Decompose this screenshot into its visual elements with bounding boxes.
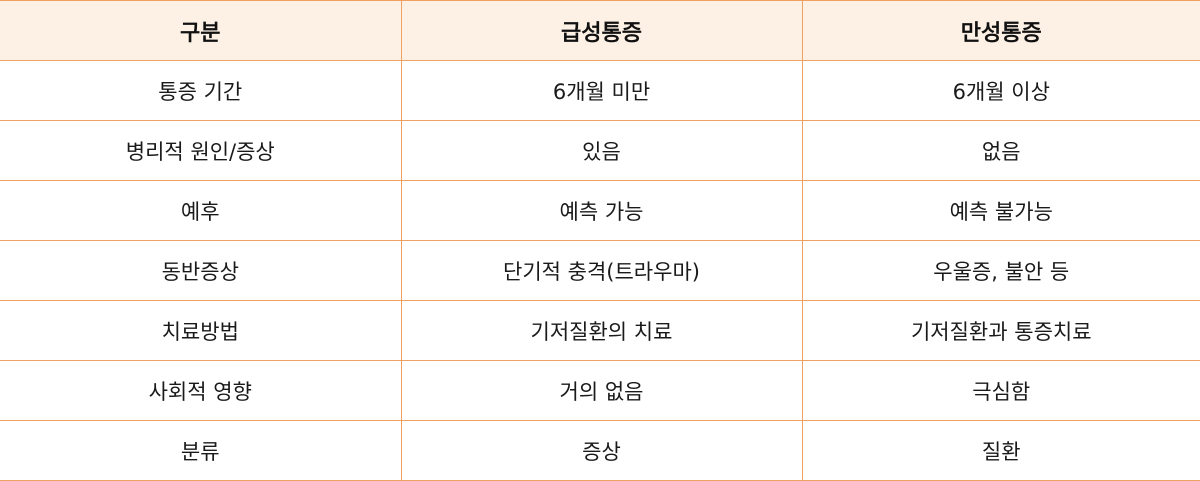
table-row: 예후 예측 가능 예측 불가능 <box>0 180 1200 241</box>
table-row: 사회적 영향 거의 없음 극심함 <box>0 360 1200 421</box>
acute-cell: 6개월 미만 <box>400 60 803 121</box>
header-chronic-pain: 만성통증 <box>801 0 1200 61</box>
chronic-cell: 예측 불가능 <box>801 180 1200 241</box>
row-label: 예후 <box>0 180 402 241</box>
table-row: 분류 증상 질환 <box>0 420 1200 481</box>
row-label: 병리적 원인/증상 <box>0 120 402 181</box>
row-label: 통증 기간 <box>0 60 402 121</box>
header-acute-pain: 급성통증 <box>400 0 803 61</box>
row-label: 동반증상 <box>0 240 402 301</box>
table-header: 구분 급성통증 만성통증 <box>0 0 1200 61</box>
chronic-cell: 우울증, 불안 등 <box>801 240 1200 301</box>
table-row: 통증 기간 6개월 미만 6개월 이상 <box>0 60 1200 121</box>
table-body: 통증 기간 6개월 미만 6개월 이상 병리적 원인/증상 있음 없음 예후 예… <box>0 60 1200 481</box>
chronic-cell: 질환 <box>801 420 1200 481</box>
chronic-cell: 없음 <box>801 120 1200 181</box>
table-row: 병리적 원인/증상 있음 없음 <box>0 120 1200 181</box>
chronic-cell: 6개월 이상 <box>801 60 1200 121</box>
acute-cell: 증상 <box>400 420 803 481</box>
acute-cell: 기저질환의 치료 <box>400 300 803 361</box>
header-row: 구분 급성통증 만성통증 <box>0 0 1200 61</box>
table-row: 치료방법 기저질환의 치료 기저질환과 통증치료 <box>0 300 1200 361</box>
acute-cell: 있음 <box>400 120 803 181</box>
header-category: 구분 <box>0 0 402 61</box>
chronic-cell: 기저질환과 통증치료 <box>801 300 1200 361</box>
chronic-cell: 극심함 <box>801 360 1200 421</box>
acute-cell: 거의 없음 <box>400 360 803 421</box>
acute-cell: 단기적 충격(트라우마) <box>400 240 803 301</box>
table-row: 동반증상 단기적 충격(트라우마) 우울증, 불안 등 <box>0 240 1200 301</box>
acute-cell: 예측 가능 <box>400 180 803 241</box>
row-label: 치료방법 <box>0 300 402 361</box>
row-label: 사회적 영향 <box>0 360 402 421</box>
row-label: 분류 <box>0 420 402 481</box>
